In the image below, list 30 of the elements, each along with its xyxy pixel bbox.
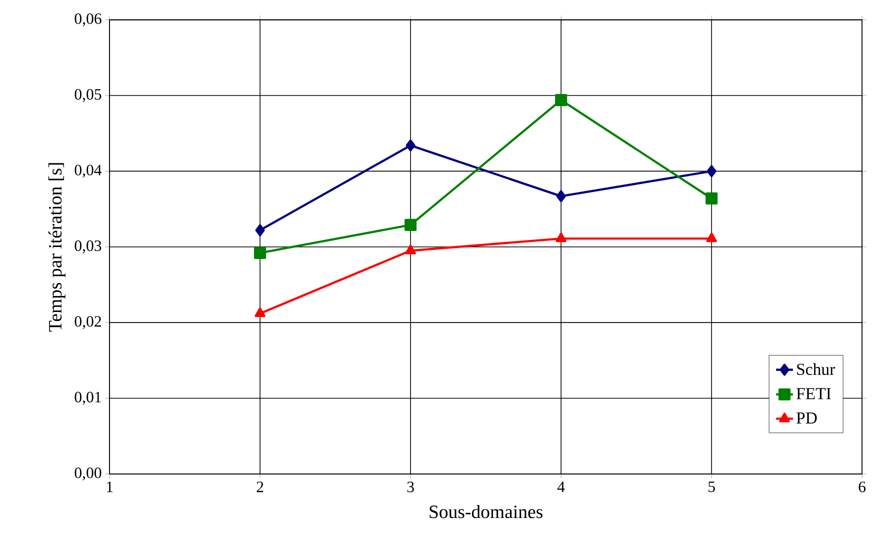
y-axis-title: Temps par itération [s] (48, 163, 66, 332)
point (706, 232, 717, 242)
point (706, 165, 716, 178)
legend-label: PD (796, 412, 817, 424)
point (556, 190, 566, 202)
point (556, 232, 566, 242)
legend-label: Schur (797, 363, 836, 375)
point (404, 218, 417, 231)
y-tick-label: 0,05 (74, 88, 102, 102)
point (255, 224, 265, 236)
point (254, 246, 266, 259)
legend-label: FETI (796, 388, 831, 400)
x-tick-label: 2 (256, 482, 264, 492)
y-tick-label: 0,02 (74, 316, 101, 329)
y-tick-label: 0,06 (74, 13, 102, 26)
y-tick-label: 0,04 (74, 164, 102, 178)
x-tick-label: 1 (106, 482, 113, 492)
point (254, 307, 266, 317)
y-tick-label: 0,03 (74, 240, 102, 254)
point (406, 139, 416, 152)
point (405, 244, 416, 254)
x-tick-label: 3 (407, 482, 414, 492)
x-tick-label: 4 (557, 482, 565, 492)
x-tick-label: 6 (858, 482, 866, 492)
point (555, 94, 568, 106)
y-tick-label: 0,00 (74, 467, 102, 480)
point (706, 192, 718, 204)
x-tick-label: 5 (708, 482, 715, 492)
x-axis-title: Sous-domaines (430, 504, 542, 518)
y-tick-label: 0,01 (74, 392, 101, 405)
